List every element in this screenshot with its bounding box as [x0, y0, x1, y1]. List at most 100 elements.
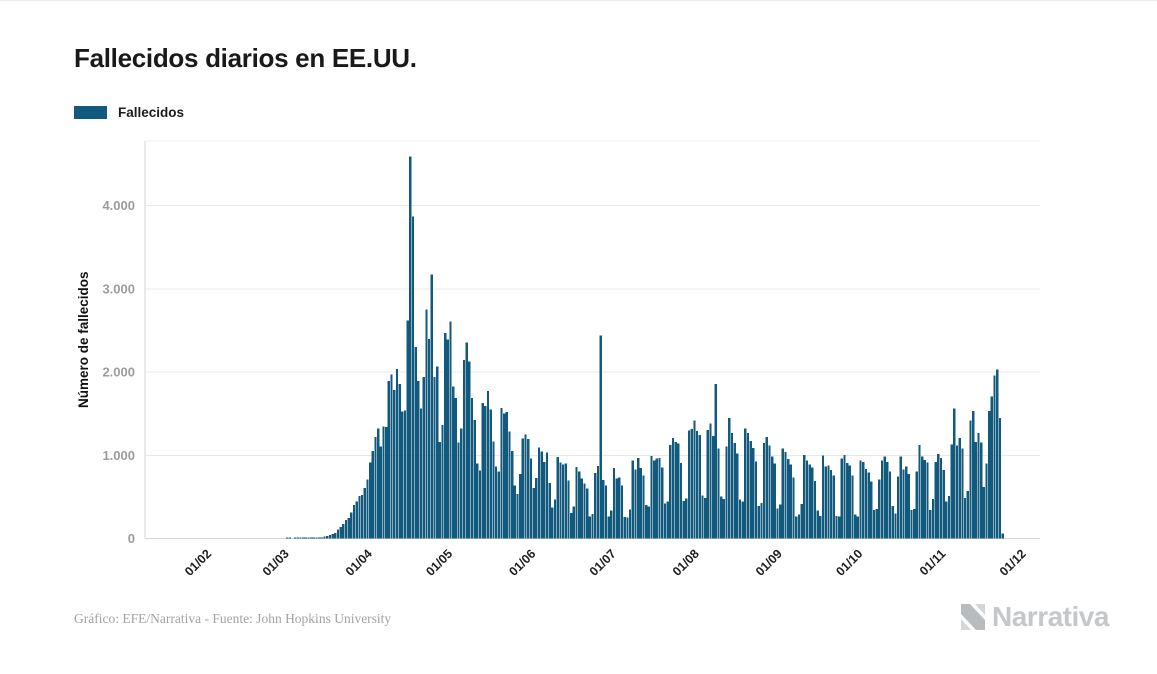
bar[interactable] [339, 526, 342, 539]
bar[interactable] [910, 510, 913, 539]
bar[interactable] [449, 321, 452, 539]
bar[interactable] [310, 537, 313, 539]
bar[interactable] [733, 442, 736, 539]
bar[interactable] [658, 457, 661, 539]
bar[interactable] [977, 433, 980, 539]
bar[interactable] [647, 506, 650, 539]
bar[interactable] [980, 442, 983, 539]
bar[interactable] [537, 447, 541, 539]
bar[interactable] [886, 462, 889, 539]
bar[interactable] [827, 465, 830, 539]
bar[interactable] [961, 448, 964, 539]
bar[interactable] [417, 381, 420, 539]
bar[interactable] [545, 452, 549, 539]
bar[interactable] [425, 309, 428, 539]
bar[interactable] [390, 374, 393, 539]
bar[interactable] [846, 463, 849, 539]
bar[interactable] [811, 467, 814, 539]
bar[interactable] [320, 537, 324, 539]
bar[interactable] [612, 468, 616, 539]
bar[interactable] [709, 423, 712, 539]
bar[interactable] [553, 499, 557, 539]
bar[interactable] [567, 480, 570, 539]
bar[interactable] [438, 442, 441, 539]
bar[interactable] [773, 463, 776, 539]
bar[interactable] [494, 466, 498, 539]
bar[interactable] [714, 384, 717, 539]
bar[interactable] [843, 455, 846, 539]
bar[interactable] [945, 501, 948, 539]
bar[interactable] [760, 502, 763, 539]
bar[interactable] [304, 537, 307, 539]
bar[interactable] [444, 332, 447, 539]
bar[interactable] [695, 430, 699, 539]
bar[interactable] [293, 537, 297, 539]
bar[interactable] [285, 537, 289, 539]
bar[interactable] [548, 482, 551, 539]
bar[interactable] [379, 446, 382, 539]
bar[interactable] [336, 529, 340, 539]
bar[interactable] [797, 514, 801, 539]
bar[interactable] [701, 495, 704, 539]
bar[interactable] [883, 456, 886, 539]
bar[interactable] [604, 485, 608, 539]
bar[interactable] [915, 471, 918, 539]
bar[interactable] [607, 516, 610, 539]
bar[interactable] [360, 494, 364, 539]
bar[interactable] [661, 467, 664, 539]
bar[interactable] [993, 375, 996, 539]
bar[interactable] [738, 499, 742, 539]
bar[interactable] [690, 428, 693, 539]
bar[interactable] [422, 377, 425, 539]
bar[interactable] [610, 510, 613, 539]
bar[interactable] [859, 460, 862, 539]
bar[interactable] [591, 513, 594, 539]
bar[interactable] [344, 519, 348, 539]
bar[interactable] [789, 464, 793, 539]
bar[interactable] [663, 503, 667, 539]
bar[interactable] [913, 508, 916, 539]
bar[interactable] [937, 454, 940, 539]
bar[interactable] [478, 470, 482, 539]
bar[interactable] [486, 391, 490, 539]
bar[interactable] [947, 496, 951, 539]
bar[interactable] [634, 469, 637, 539]
bar[interactable] [639, 467, 642, 539]
bar[interactable] [462, 360, 466, 539]
bar[interactable] [476, 463, 479, 539]
bar[interactable] [326, 536, 329, 539]
bar[interactable] [907, 473, 910, 539]
bar[interactable] [923, 460, 927, 539]
bar[interactable] [594, 473, 597, 539]
bar[interactable] [717, 448, 720, 539]
bar[interactable] [642, 475, 645, 539]
bar[interactable] [535, 477, 538, 539]
bar[interactable] [371, 451, 374, 539]
bar[interactable] [888, 471, 892, 539]
bar[interactable] [918, 444, 921, 539]
bar[interactable] [403, 410, 407, 539]
bar[interactable] [752, 447, 755, 539]
bar[interactable] [840, 458, 843, 539]
bar[interactable] [628, 509, 632, 539]
bar[interactable] [703, 497, 707, 539]
bar[interactable] [803, 454, 806, 539]
bar[interactable] [872, 510, 876, 539]
bar[interactable] [446, 339, 449, 539]
bar[interactable] [926, 462, 929, 539]
bar[interactable] [671, 438, 675, 539]
bar[interactable] [489, 409, 492, 539]
bar[interactable] [516, 494, 519, 539]
bar[interactable] [315, 537, 318, 539]
bar[interactable] [395, 369, 399, 539]
bar[interactable] [722, 498, 726, 539]
bar[interactable] [955, 445, 959, 539]
legend[interactable]: Fallecidos [74, 105, 184, 120]
bar[interactable] [953, 408, 956, 539]
bar[interactable] [655, 458, 659, 539]
bar[interactable] [452, 386, 455, 539]
bar[interactable] [596, 465, 600, 539]
bar[interactable] [454, 397, 458, 539]
bar[interactable] [433, 377, 436, 539]
bar[interactable] [527, 439, 530, 539]
